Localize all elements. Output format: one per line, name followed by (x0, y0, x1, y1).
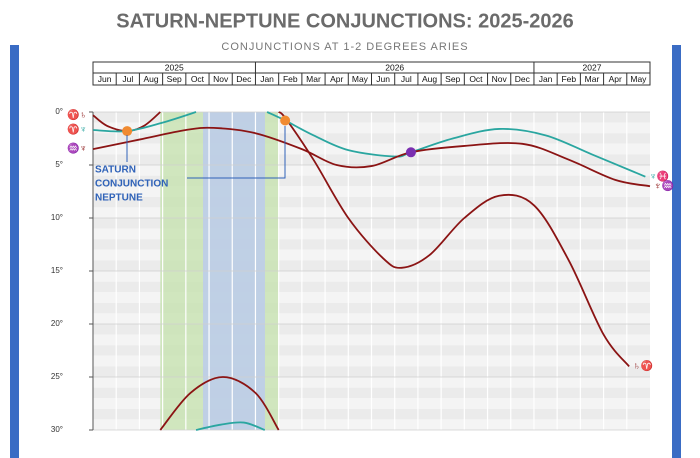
month-label: Mar (585, 74, 600, 84)
y-tick-label: 30° (51, 425, 63, 434)
month-label: Jan (260, 74, 274, 84)
conjunction-marker (122, 126, 133, 137)
start-label: ♒♆ (67, 142, 87, 155)
month-label: Jun (376, 74, 390, 84)
month-label: May (630, 74, 647, 84)
month-label: Apr (609, 74, 622, 84)
month-label: Oct (469, 74, 483, 84)
conjunction-marker (405, 147, 416, 158)
end-label: ♆♒ (654, 179, 674, 192)
start-label: ♈♆ (67, 123, 87, 136)
month-label: Nov (492, 74, 508, 84)
start-label: ♈♄ (67, 108, 87, 121)
side-bar (672, 45, 681, 458)
month-label: Mar (306, 74, 321, 84)
month-label: May (352, 74, 369, 84)
month-label: Jul (401, 74, 412, 84)
series-line (92, 111, 197, 133)
annotation-arrows (126, 126, 286, 179)
chart-subtitle: CONJUNCTIONS AT 1-2 DEGREES ARIES (221, 41, 468, 53)
year-label: 2025 (165, 62, 184, 72)
plot: Jun Jul Aug Sep Oct Nov Dec Jan Feb Mar Apr May Jun J… (51, 61, 674, 434)
month-label: Jun (98, 74, 112, 84)
series-line (278, 111, 630, 367)
series-line (92, 126, 651, 188)
month-label: Oct (191, 74, 205, 84)
y-tick-label: 5° (55, 160, 63, 169)
side-bar (10, 45, 19, 458)
end-label: ♄♈ (633, 359, 653, 372)
annotation: CONJUNCTION (95, 179, 168, 190)
month-label: Nov (213, 74, 229, 84)
month-label: Aug (143, 74, 158, 84)
month-label: Dec (515, 74, 531, 84)
month-label: Jul (122, 74, 133, 84)
month-label: Apr (330, 74, 343, 84)
conjunction-marker (280, 115, 291, 126)
chart-title: SATURN-NEPTUNE CONJUNCTIONS: 2025-2026 (116, 10, 574, 32)
annotation: NEPTUNE (95, 193, 143, 204)
month-label: Feb (283, 74, 298, 84)
month-label: Feb (561, 74, 576, 84)
y-tick-label: 10° (51, 213, 63, 222)
series-line (195, 421, 266, 431)
y-tick-label: 25° (51, 372, 63, 381)
month-label: Sep (167, 74, 182, 84)
y-tick-label: 0° (55, 107, 63, 116)
month-label: Dec (236, 74, 252, 84)
annotation: SATURN (95, 165, 136, 176)
month-label: Jan (539, 74, 553, 84)
year-label: 2027 (583, 62, 602, 72)
end-label: ♆♓ (649, 169, 669, 182)
year-label: 2026 (385, 62, 404, 72)
month-label: Sep (445, 74, 460, 84)
series-line (159, 376, 280, 431)
month-label: Aug (422, 74, 437, 84)
y-tick-label: 15° (51, 266, 63, 275)
y-tick-label: 20° (51, 319, 63, 328)
